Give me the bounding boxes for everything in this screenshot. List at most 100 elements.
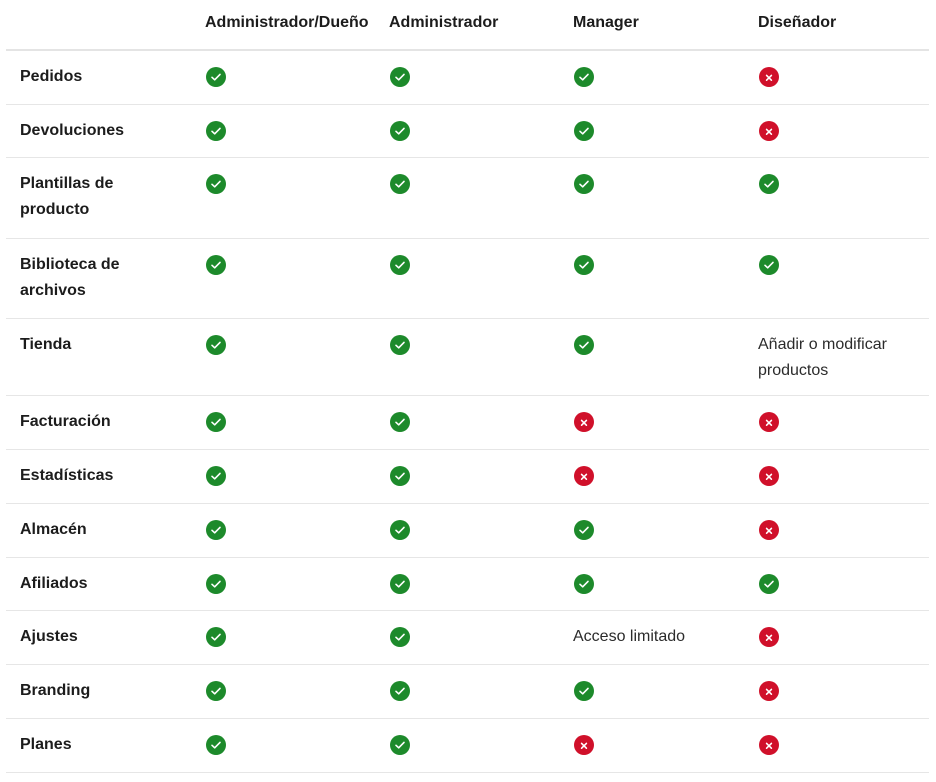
x-circle-icon [574,412,594,432]
check-circle-icon [390,335,410,355]
check-circle-icon [206,574,226,594]
cell-manager [573,105,758,157]
cell-manager-text: Acceso limitado [573,628,686,645]
x-circle-icon [759,121,779,141]
check-circle-icon [206,121,226,141]
cell-admin [389,158,573,238]
cell-admin [389,719,573,772]
x-circle-icon [759,627,779,647]
cell-designer [758,504,929,557]
check-circle-icon [206,335,226,355]
table-row: Tienda Añadir o modificar productos [6,319,929,396]
cell-designer [758,450,929,503]
cell-admin [389,504,573,557]
check-circle-icon [574,255,594,275]
check-circle-icon [390,627,410,647]
cell-manager [573,239,758,318]
check-circle-icon [206,174,226,194]
row-label: Plantillas de producto [20,175,114,218]
check-circle-icon [574,681,594,701]
cell-manager [573,504,758,557]
row-label: Estadísticas [20,467,114,484]
check-circle-icon [390,412,410,432]
check-circle-icon [574,335,594,355]
cell-admin-owner [205,105,389,157]
cell-manager [573,51,758,104]
cell-designer [758,105,929,157]
column-header-admin: Administrador [389,14,499,31]
row-label: Tienda [20,336,72,353]
table-header-row: Administrador/Dueño Administrador Manage… [6,0,929,51]
check-circle-icon [390,255,410,275]
cell-admin-owner [205,51,389,104]
check-circle-icon [390,574,410,594]
cell-manager [573,719,758,772]
row-label: Facturación [20,413,111,430]
x-circle-icon [574,466,594,486]
table-row: Facturación [6,396,929,450]
x-circle-icon [759,466,779,486]
cell-manager [573,558,758,610]
cell-admin [389,396,573,449]
check-circle-icon [206,412,226,432]
cell-admin-owner [205,158,389,238]
cell-designer [758,719,929,772]
check-circle-icon [574,67,594,87]
x-circle-icon [759,67,779,87]
check-circle-icon [574,574,594,594]
row-label: Biblioteca de archivos [20,256,120,299]
table-body: Pedidos Devoluciones Plantillas de product… [6,51,929,773]
cell-admin [389,105,573,157]
cell-designer [758,158,929,238]
cell-admin-owner [205,719,389,772]
x-circle-icon [759,681,779,701]
cell-admin [389,319,573,395]
cell-manager [573,396,758,449]
table-row: Ajustes Acceso limitado [6,611,929,665]
column-header-admin-owner: Administrador/Dueño [205,14,369,31]
cell-manager [573,665,758,718]
check-circle-icon [390,520,410,540]
table-row: Biblioteca de archivos [6,239,929,319]
row-label: Ajustes [20,628,78,645]
cell-admin-owner [205,665,389,718]
check-circle-icon [390,735,410,755]
column-header-manager: Manager [573,14,639,31]
x-circle-icon [759,520,779,540]
table-row: Planes [6,719,929,773]
row-label: Devoluciones [20,122,125,139]
cell-designer [758,611,929,664]
x-circle-icon [759,735,779,755]
cell-designer [758,51,929,104]
cell-admin-owner [205,504,389,557]
check-circle-icon [390,466,410,486]
row-label: Pedidos [20,68,83,85]
cell-admin-owner [205,450,389,503]
table-row: Almacén [6,504,929,558]
cell-admin [389,239,573,318]
check-circle-icon [574,121,594,141]
cell-manager [573,319,758,395]
cell-designer [758,239,929,318]
table-row: Pedidos [6,51,929,105]
check-circle-icon [759,174,779,194]
x-circle-icon [574,735,594,755]
cell-admin-owner [205,396,389,449]
row-label: Planes [20,736,72,753]
cell-designer [758,558,929,610]
check-circle-icon [759,255,779,275]
check-circle-icon [206,627,226,647]
check-circle-icon [759,574,779,594]
check-circle-icon [574,520,594,540]
cell-admin [389,450,573,503]
table-row: Afiliados [6,558,929,611]
table-row: Branding [6,665,929,719]
cell-admin [389,611,573,664]
cell-manager [573,158,758,238]
table-row: Devoluciones [6,105,929,158]
cell-admin [389,558,573,610]
check-circle-icon [390,121,410,141]
check-circle-icon [206,466,226,486]
table-row: Plantillas de producto [6,158,929,239]
cell-admin [389,51,573,104]
